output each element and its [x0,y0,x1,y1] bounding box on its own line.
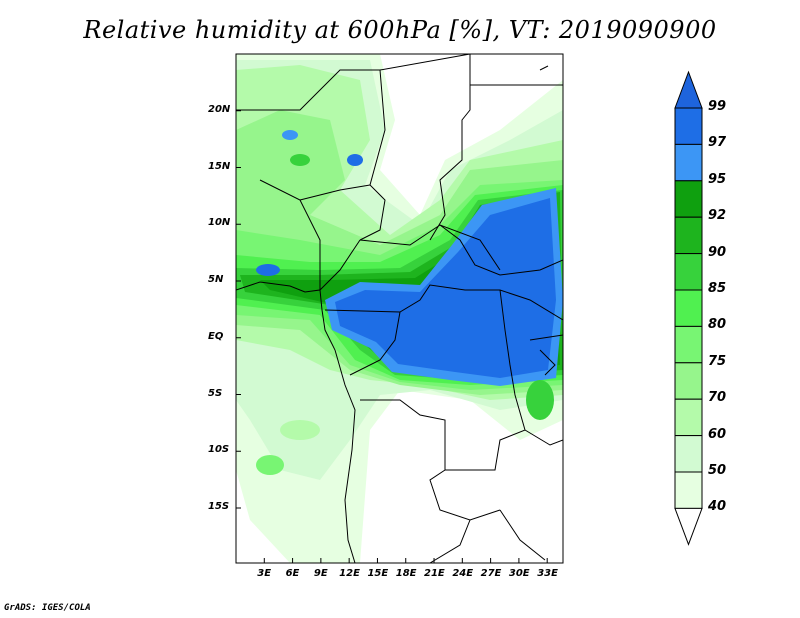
colorbar-label: 85 [708,281,727,296]
colorbar-label: 40 [708,499,727,515]
rh-blob [256,455,284,475]
country-borders [236,54,563,563]
colorbar-label: 92 [708,208,727,224]
rh-blob [282,130,298,140]
colorbar-segment [674,398,703,437]
plot-title: Relative humidity at 600hPa [%], VT: 201… [83,16,717,44]
lon-label: 30E [508,568,530,579]
rh-blob [526,380,554,420]
colorbar-segment [674,435,703,473]
lat-label: 10S [208,444,230,456]
colorbar-segment [674,362,703,400]
lat-label: 20N [208,103,231,115]
lat-label: EQ [208,330,224,342]
axis-ticks [236,110,548,563]
colorbar-label: 75 [708,353,727,369]
colorbar-segment [674,216,703,255]
colorbar-segment [674,107,703,145]
lon-label: 18E [395,568,417,579]
rh-blob [256,264,280,276]
rh-blob [290,154,310,166]
lon-label: 33E [537,568,558,579]
colorbar [674,70,703,546]
colorbar-segment [674,180,703,218]
lon-label: 21E [424,568,445,579]
colorbar-label: 50 [708,463,727,478]
map-frame [235,53,564,564]
colorbar-label: 99 [708,99,727,114]
colorbar-label: 95 [708,171,727,187]
lon-label: 15E [367,568,389,579]
colorbar-label: 70 [708,390,727,406]
lon-label: 3E [257,568,272,579]
colorbar-segment [674,253,703,291]
colorbar-segment [674,471,703,509]
colorbar-segment [674,289,703,327]
colorbar-top-arrow [674,70,703,109]
lat-label: 15S [208,501,230,512]
lat-label: 5N [208,274,224,285]
lon-label: 27E [480,568,502,579]
colorbar-label: 60 [708,426,727,442]
lon-label: 9E [313,568,328,579]
colorbar-label: 80 [708,317,727,333]
grads-credit: GrADS: IGES/COLA [4,603,91,613]
coastline [236,281,356,563]
rh-97-region [335,198,556,378]
colorbar-label: 97 [708,135,727,151]
lat-label: 15N [208,160,231,172]
lat-label: 10N [208,217,231,229]
lon-label: 12E [339,568,360,579]
lon-label: 6E [285,568,300,579]
humidity-field [236,54,563,563]
colorbar-label: 90 [708,244,727,260]
rh-blob [347,154,363,166]
colorbar-segment [674,143,703,182]
lat-label: 5S [208,387,223,399]
rh-blob [280,420,320,440]
lon-label: 24E [452,568,474,579]
colorbar-bottom-arrow [674,507,703,546]
colorbar-segment [674,325,703,364]
